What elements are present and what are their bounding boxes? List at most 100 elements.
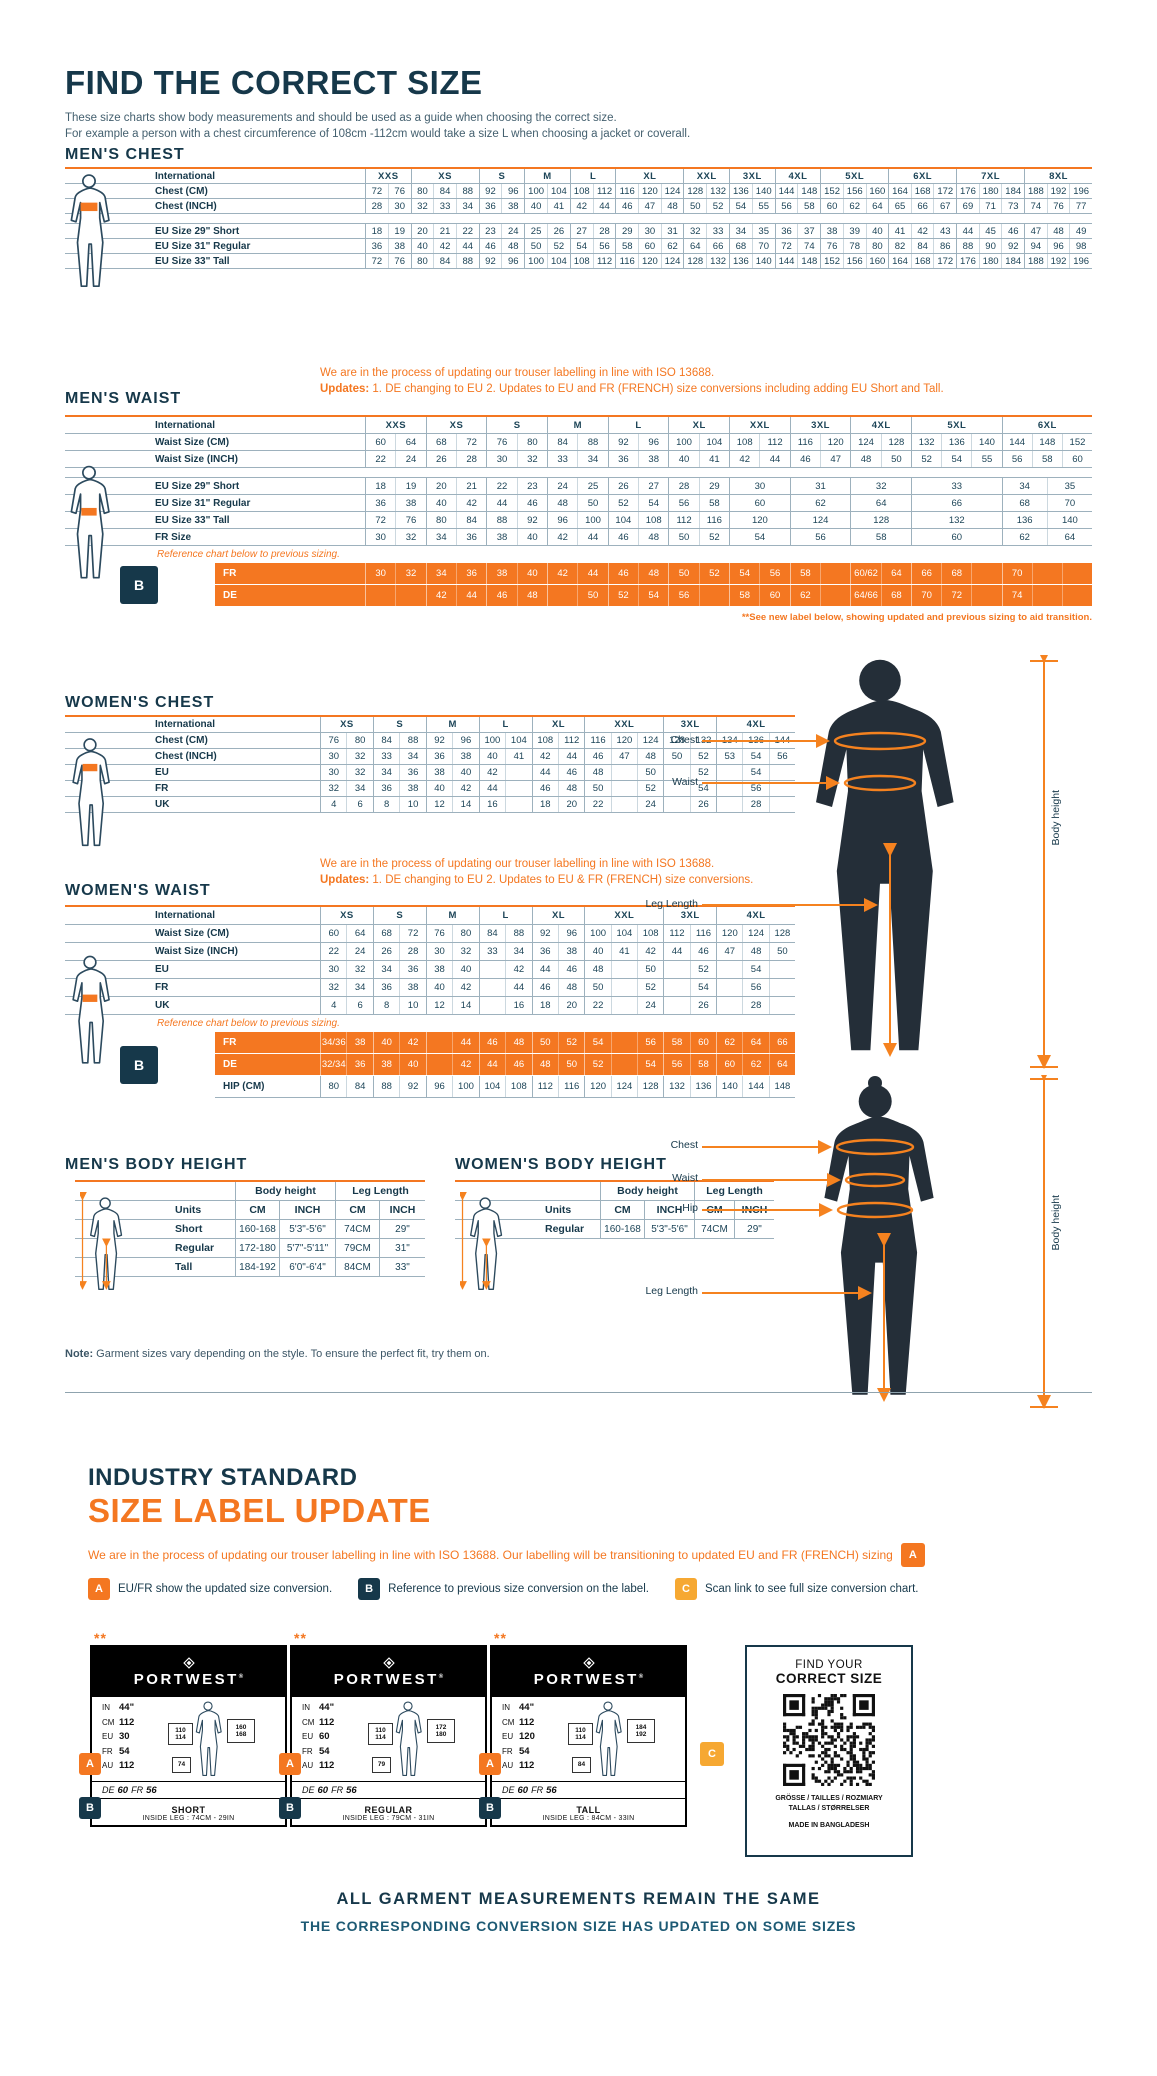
size-cell: 56 58 bbox=[774, 199, 821, 213]
size-value: 54 bbox=[742, 961, 768, 978]
cell: 5'3"-5'6" bbox=[644, 1220, 694, 1238]
size-value: 104 bbox=[547, 254, 570, 268]
qr-lang-line2: TALLAS / STØRRELSER bbox=[788, 1805, 870, 1812]
size-value: 104 bbox=[615, 514, 632, 526]
size-value: 92 bbox=[516, 512, 547, 528]
size-cell: 76 80 bbox=[486, 434, 547, 450]
size-value: 32 bbox=[328, 982, 340, 993]
size-cell: 104 108 bbox=[478, 1076, 532, 1097]
industry-paragraph: We are in the process of updating our tr… bbox=[88, 1543, 925, 1567]
size-cell: 29 30 31 bbox=[615, 224, 683, 238]
size-cell: 26 27 bbox=[607, 478, 669, 494]
size-cell: 70 bbox=[1001, 563, 1093, 584]
table-row: Waist Size (INCH) 22 24 26 28 30 32 33 34 36 38 40 4… bbox=[65, 451, 1092, 468]
qr-card-line1: FIND YOUR bbox=[795, 1659, 863, 1671]
size-cell: S bbox=[372, 717, 426, 732]
size-value: 62 bbox=[724, 1037, 736, 1048]
size-cell: 44 46 bbox=[531, 961, 585, 978]
size-cell: 42 bbox=[478, 961, 532, 978]
height-size-box: 160 168 bbox=[227, 1719, 255, 1743]
size-value: 168 bbox=[910, 254, 934, 268]
card-figure-icon bbox=[392, 1701, 424, 1777]
size-cell: XL bbox=[668, 417, 729, 433]
row-label: Waist Size (CM) bbox=[155, 436, 230, 448]
table-footnote: **See new label below, showing updated a… bbox=[741, 612, 1092, 623]
size-value: 52 bbox=[689, 765, 716, 780]
size-value: 72 bbox=[781, 240, 792, 252]
size-value: 50 bbox=[678, 531, 690, 543]
size-value: 124 bbox=[858, 436, 874, 448]
size-value: 128 bbox=[687, 185, 704, 197]
size-cell: 54 bbox=[729, 529, 790, 545]
size-cell: 69 71 73 bbox=[956, 199, 1024, 213]
size-value: 30 bbox=[387, 199, 411, 213]
table-row: Chest (INCH) 28 30 32 33 34 36 38 40 41 42 44 46 47 48… bbox=[65, 199, 1092, 214]
size-cell: XS bbox=[320, 717, 373, 732]
size-cell: 44 bbox=[478, 781, 532, 796]
size-value: 14 bbox=[452, 797, 478, 812]
size-value: 58 bbox=[1031, 451, 1062, 467]
size-value: 71 bbox=[978, 199, 1002, 213]
size-cell: 30 32 bbox=[320, 749, 373, 764]
size-value: 46 bbox=[592, 751, 604, 762]
size-value: 28 bbox=[399, 943, 425, 960]
row-cells: 30 32 34 36 38 40 42 44 46 48 50 52 54 56 58 60 62 64 bbox=[365, 529, 1092, 545]
size-cell: 50 52 bbox=[663, 749, 716, 764]
mens-height-heading: MEN'S BODY HEIGHT bbox=[65, 1156, 248, 1173]
female-chest-label: Chest bbox=[670, 1139, 698, 1151]
size-value: 188 bbox=[1027, 255, 1044, 267]
card-badge-b: B bbox=[279, 1797, 301, 1819]
size-cell: 40 41 bbox=[524, 199, 570, 213]
size-cell: 72 76 bbox=[365, 254, 411, 268]
size-cell: 3XL bbox=[789, 417, 851, 433]
size-value: 23 bbox=[516, 478, 547, 494]
previous-size-row: DE 60 FR 56 bbox=[492, 1781, 685, 1798]
size-value: 24 bbox=[637, 797, 663, 812]
size-value: 30 bbox=[328, 767, 340, 778]
row-label: International bbox=[155, 910, 216, 921]
size-key: IN bbox=[302, 1703, 310, 1712]
size-cell: 104 108 bbox=[607, 512, 669, 528]
size-value: 50 bbox=[637, 765, 663, 780]
size-value: 80 bbox=[417, 255, 428, 267]
row-cells: 72 76 80 84 88 92 96 100 104 108 112 116 120 124 128 13… bbox=[365, 184, 1092, 198]
size-cell: 30 32 bbox=[425, 943, 479, 960]
row-cells: 22 24 26 28 30 32 33 34 36 38 40 41 42 44 46 47 48 50 52 54… bbox=[365, 451, 1092, 467]
size-value: 124 bbox=[660, 184, 684, 198]
size-cell: 60 64 bbox=[365, 434, 426, 450]
size-value bbox=[505, 765, 531, 780]
size-value: 128 bbox=[637, 1076, 663, 1097]
size-value: 46 bbox=[1001, 224, 1024, 238]
size-cell: 72 74 bbox=[774, 239, 821, 253]
size-value: 120 bbox=[721, 928, 738, 939]
row-cells: 34/36 38 40 42 44 46 48 50 52 54 56 58 60 62 64 66 bbox=[320, 1032, 795, 1053]
size-value: 26 bbox=[689, 797, 716, 812]
size-value: 30 bbox=[328, 964, 340, 975]
size-info-row: IN 44" bbox=[502, 1702, 535, 1717]
size-value bbox=[610, 997, 637, 1014]
size-cell: 36 38 bbox=[365, 495, 426, 511]
size-value: 60/62 bbox=[854, 568, 878, 579]
size-cell: 4XL bbox=[716, 907, 795, 924]
row-cells: XS S M L XL XXL 3XL 4XL bbox=[320, 907, 795, 924]
garment-label-card: ** PORTWEST® IN 44" CM 112 EU 120 FR 54 AU 112 110 11… bbox=[479, 1630, 687, 1827]
size-value: 42 bbox=[505, 961, 531, 978]
size-value: 62 bbox=[660, 239, 684, 253]
size-cell: 53 54 56 bbox=[716, 749, 795, 764]
size-cell: 112 116 bbox=[531, 1076, 585, 1097]
cell: CM bbox=[600, 1201, 644, 1219]
size-cell: 68 72 bbox=[425, 434, 487, 450]
size-cell: 80 84 bbox=[425, 512, 487, 528]
size-cell: 36 38 bbox=[365, 239, 411, 253]
size-value: 46 bbox=[505, 1054, 531, 1075]
size-value: 48 bbox=[742, 943, 768, 960]
bottom-line-1: ALL GARMENT MEASUREMENTS REMAIN THE SAME bbox=[336, 1890, 821, 1908]
size-value: 42 bbox=[739, 453, 750, 465]
size-cell: 108 112 bbox=[569, 184, 616, 198]
size-value: 84 bbox=[346, 1076, 372, 1097]
size-value: 32 bbox=[346, 765, 372, 780]
womens-height-table: Body height Leg Length Units CM INCH CM INCH Re… bbox=[455, 1180, 774, 1239]
size-cell: 5XL bbox=[911, 417, 1002, 433]
size-value: 96 bbox=[501, 254, 524, 268]
